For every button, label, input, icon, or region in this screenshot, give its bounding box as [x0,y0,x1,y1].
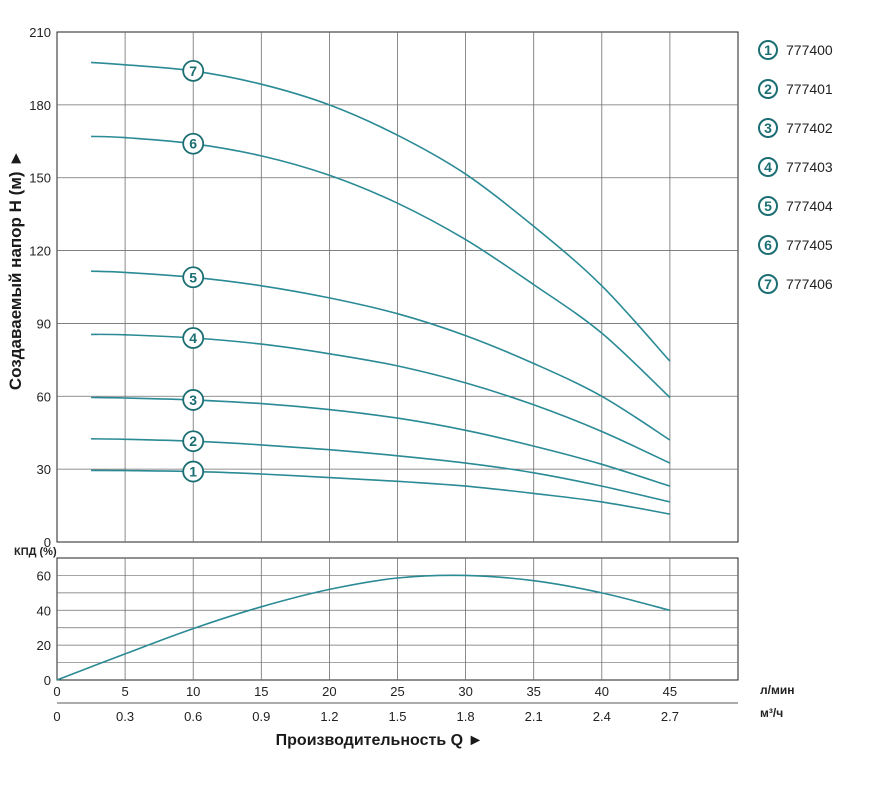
x-tick-label-m3h: 2.4 [593,709,611,724]
x-axis-title-wrap: Производительность Q ► [0,732,869,750]
curve-marker-number: 1 [189,464,197,480]
x-tick-label-m3h: 1.2 [320,709,338,724]
legend-item: 1 777400 [758,30,833,69]
x-axis-title: Производительность Q ► [275,732,484,749]
x-tick-label-m3h: 0.6 [184,709,202,724]
curve-marker-circle [182,59,205,82]
efficiency-y-tick-label: 0 [44,673,51,688]
head-curve-series-1 [91,469,671,515]
legend-label: 777406 [786,275,833,292]
x-tick-label-m3h: 0 [53,709,60,724]
head-y-tick-label: 150 [29,171,51,186]
x-tick-label-lmin: 45 [663,684,677,699]
efficiency-curve [56,574,671,681]
x-tick-label-m3h: 2.7 [661,709,679,724]
curve-marker-number: 5 [189,269,197,285]
legend-marker: 6 [758,234,778,255]
legend-item: 7 777406 [758,264,833,303]
curve-marker-circle [182,132,205,155]
x-unit-m3h: м³/ч [760,706,784,720]
legend-marker: 5 [758,195,778,216]
legend-marker: 2 [758,78,778,99]
head-y-tick-label: 0 [44,535,51,550]
curve-marker-number: 4 [189,330,197,346]
x-tick-label-lmin: 35 [526,684,540,699]
legend-item: 2 777401 [758,69,833,108]
x-tick-label-lmin: 20 [322,684,336,699]
legend-label: 777401 [786,80,833,97]
x-tick-label-m3h: 2.1 [525,709,543,724]
head-y-tick-label: 120 [29,244,51,259]
legend-item: 5 777404 [758,186,833,225]
x-unit-lmin: л/мин [760,683,795,697]
efficiency-y-tick-label: 60 [37,568,51,583]
head-y-tick-label: 60 [37,389,51,404]
head-y-tick-label: 30 [37,462,51,477]
head-curve-series-7 [91,61,671,362]
head-curve-series-5 [91,270,671,441]
legend-item: 3 777402 [758,108,833,147]
legend-marker: 3 [758,117,778,138]
x-tick-label-lmin: 10 [186,684,200,699]
head-y-tick-label: 90 [37,316,51,331]
head-y-tick-label: 180 [29,98,51,113]
x-tick-label-lmin: 25 [390,684,404,699]
y-axis-title-efficiency: КПД (%) [14,546,57,558]
efficiency-y-tick-label: 20 [37,638,51,653]
legend-item: 4 777403 [758,147,833,186]
curve-marker-circle [182,389,205,411]
curve-marker-number: 3 [189,392,197,408]
legend-marker: 7 [758,273,778,294]
legend-marker: 1 [758,39,778,60]
x-tick-label-m3h: 0.9 [252,709,270,724]
curve-marker-number: 2 [189,433,197,449]
x-tick-label-lmin: 0 [53,684,60,699]
curve-marker-circle [182,327,205,349]
x-tick-label-lmin: 40 [595,684,609,699]
legend-label: 777405 [786,236,833,253]
efficiency-y-tick-label: 40 [37,603,51,618]
x-tick-label-lmin: 5 [121,684,128,699]
legend-label: 777402 [786,119,833,136]
x-tick-label-lmin: 15 [254,684,268,699]
legend-marker: 4 [758,156,778,177]
head-y-tick-label: 210 [29,25,51,40]
legend-label: 777404 [786,197,833,214]
curve-marker-circle [182,266,205,289]
curve-marker-number: 6 [189,136,197,152]
head-curve-series-3 [91,396,671,487]
head-curve-series-6 [91,135,671,399]
legend-label: 777403 [786,158,833,175]
x-tick-label-lmin: 30 [458,684,472,699]
head-curve-series-4 [91,333,671,464]
x-tick-label-m3h: 0.3 [116,709,134,724]
legend-item: 6 777405 [758,225,833,264]
y-axis-title-head: Создаваемый напор H (м) ► [6,149,25,391]
legend-label: 777400 [786,41,833,58]
curve-marker-circle [182,430,205,453]
curve-marker-number: 7 [189,63,197,79]
legend: 1 777400 2 777401 3 777402 4 777403 5 77… [758,30,833,303]
curve-marker-circle [182,460,205,483]
head-curve-series-2 [91,438,671,503]
x-tick-label-m3h: 1.5 [388,709,406,724]
x-tick-label-m3h: 1.8 [457,709,475,724]
